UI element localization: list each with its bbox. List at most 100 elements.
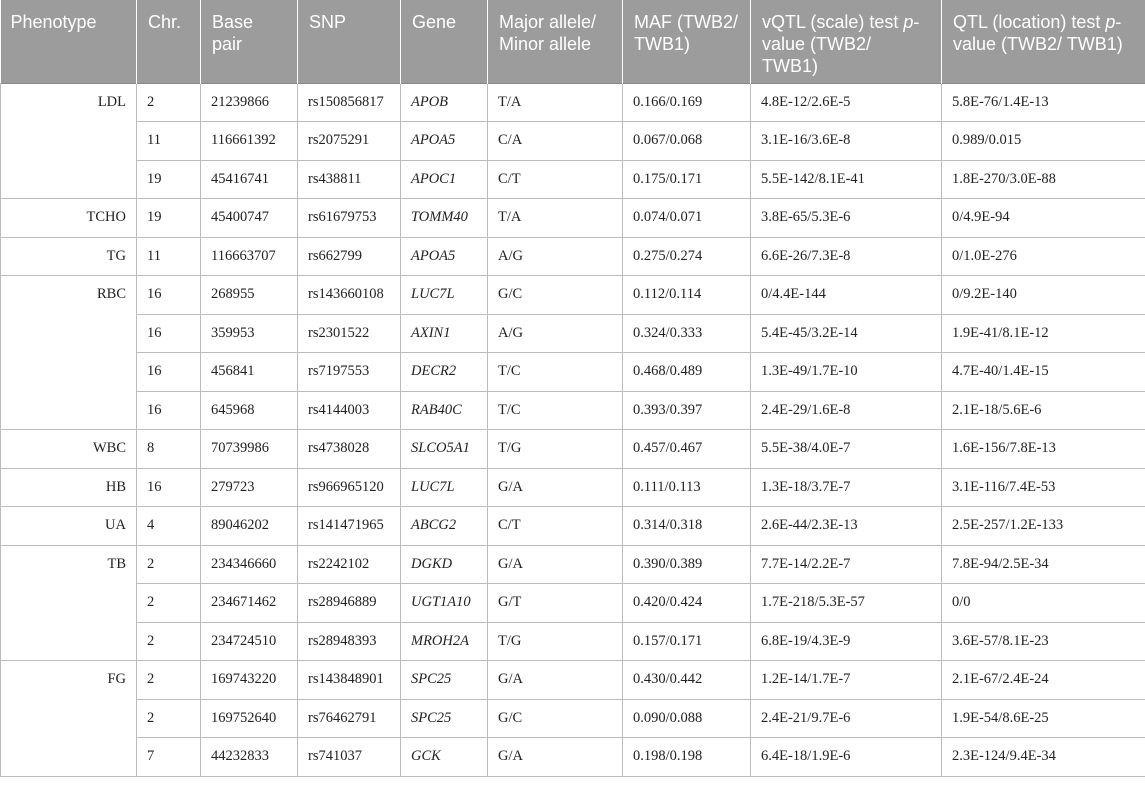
base-pair-cell: 456841 [200, 352, 298, 392]
qtl-pvalue-cell: 1.8E-270/3.0E-88 [941, 160, 1145, 199]
snp-cell: rs662799 [297, 236, 401, 276]
alleles-cell: G/C [487, 275, 623, 315]
snp-cell: rs76462791 [297, 699, 401, 738]
gene-cell: GCK [400, 737, 488, 777]
header-row: Phenotype Chr. Base pair SNP Gene Major … [0, 0, 1145, 83]
maf-cell: 0.390/0.389 [622, 544, 751, 584]
snp-cell: rs28946889 [297, 583, 401, 623]
table-row: 16 456841 rs7197553 DECR2 T/C 0.468/0.489 1.3E… [1, 352, 1145, 392]
qtl-pvalue-cell: 0/0 [941, 583, 1145, 623]
maf-cell: 0.111/0.113 [622, 467, 751, 507]
base-pair-cell: 645968 [200, 391, 298, 430]
qtl-pvalue-cell: 3.6E-57/8.1E-23 [941, 622, 1145, 661]
maf-cell: 0.198/0.198 [622, 737, 751, 777]
snp-cell: rs150856817 [297, 82, 401, 122]
vqtl-pvalue-cell: 6.8E-19/4.3E-9 [750, 622, 942, 661]
vqtl-pvalue-cell: 2.6E-44/2.3E-13 [750, 506, 942, 546]
vqtl-pvalue-cell: 1.2E-14/1.7E-7 [750, 660, 942, 700]
maf-cell: 0.067/0.068 [622, 121, 751, 161]
alleles-cell: G/A [487, 467, 623, 507]
phenotype-cell: RBC [0, 275, 137, 430]
gene-cell: SPC25 [400, 660, 488, 700]
chr-cell: 16 [136, 352, 201, 392]
base-pair-cell: 234724510 [200, 622, 298, 661]
header-vqtl-post: -value (TWB2/ TWB1) [762, 12, 920, 76]
alleles-cell: C/T [487, 160, 623, 199]
base-pair-cell: 44232833 [200, 737, 298, 777]
snp-cell: rs141471965 [297, 506, 401, 546]
gene-cell: AXIN1 [400, 314, 488, 353]
base-pair-cell: 45416741 [200, 160, 298, 199]
table-row: 11 116661392 rs2075291 APOA5 C/A 0.067/0.068 3… [1, 121, 1145, 161]
qtl-pvalue-cell: 0/4.9E-94 [941, 198, 1145, 238]
maf-cell: 0.457/0.467 [622, 429, 751, 469]
header-vqtl: vQTL (scale) test p-value (TWB2/ TWB1) [750, 0, 942, 83]
qtl-pvalue-cell: 0/1.0E-276 [941, 236, 1145, 276]
maf-cell: 0.430/0.442 [622, 660, 751, 700]
base-pair-cell: 234346660 [200, 544, 298, 584]
snp-cell: rs61679753 [297, 198, 401, 238]
vqtl-pvalue-cell: 7.7E-14/2.2E-7 [750, 544, 942, 584]
table-row: 2 234724510 rs28948393 MROH2A T/G 0.157/0.171… [1, 622, 1145, 661]
header-maf: MAF (TWB2/ TWB1) [622, 0, 751, 83]
maf-cell: 0.324/0.333 [622, 314, 751, 353]
alleles-cell: C/A [487, 121, 623, 161]
maf-cell: 0.090/0.088 [622, 699, 751, 738]
header-vqtl-p: p [903, 12, 914, 32]
maf-cell: 0.074/0.071 [622, 198, 751, 238]
qtl-pvalue-cell: 2.3E-124/9.4E-34 [941, 737, 1145, 777]
phenotype-cell: HB [0, 467, 137, 507]
alleles-cell: G/C [487, 699, 623, 738]
table-row: 16 359953 rs2301522 AXIN1 A/G 0.324/0.333 5.4E… [1, 314, 1145, 353]
alleles-cell: C/T [487, 506, 623, 546]
table-row: TCHO 19 45400747 rs61679753 TOMM40 T/A 0.074/0… [0, 198, 1145, 238]
chr-cell: 16 [136, 467, 201, 507]
header-qtl-p: p [1105, 12, 1116, 32]
snp-cell: rs741037 [297, 737, 401, 777]
header-alleles: Major allele/ Minor allele [487, 0, 623, 83]
header-chr: Chr. [136, 0, 201, 83]
gene-cell: ABCG2 [400, 506, 488, 546]
alleles-cell: T/C [487, 352, 623, 392]
snp-cell: rs28948393 [297, 622, 401, 661]
maf-cell: 0.175/0.171 [622, 160, 751, 199]
qtl-pvalue-cell: 5.8E-76/1.4E-13 [941, 82, 1145, 122]
maf-cell: 0.314/0.318 [622, 506, 751, 546]
vqtl-pvalue-cell: 1.3E-18/3.7E-7 [750, 467, 942, 507]
qtl-pvalue-cell: 2.5E-257/1.2E-133 [941, 506, 1145, 546]
vqtl-pvalue-cell: 6.6E-26/7.3E-8 [750, 236, 942, 276]
chr-cell: 19 [136, 160, 201, 199]
snp-cell: rs2075291 [297, 121, 401, 161]
alleles-cell: G/A [487, 660, 623, 700]
phenotype-cell: UA [0, 506, 137, 546]
qtl-pvalue-cell: 2.1E-18/5.6E-6 [941, 391, 1145, 430]
alleles-cell: A/G [487, 314, 623, 353]
table-row: 16 645968 rs4144003 RAB40C T/C 0.393/0.397 2.4… [1, 391, 1145, 430]
gene-cell: DECR2 [400, 352, 488, 392]
chr-cell: 4 [136, 506, 201, 546]
chr-cell: 2 [136, 583, 201, 623]
maf-cell: 0.166/0.169 [622, 82, 751, 122]
snp-cell: rs438811 [297, 160, 401, 199]
base-pair-cell: 45400747 [200, 198, 298, 238]
header-snp: SNP [297, 0, 401, 83]
vqtl-pvalue-cell: 1.7E-218/5.3E-57 [750, 583, 942, 623]
snp-cell: rs4144003 [297, 391, 401, 430]
gene-cell: RAB40C [400, 391, 488, 430]
vqtl-pvalue-cell: 1.3E-49/1.7E-10 [750, 352, 942, 392]
qtl-pvalue-cell: 0/9.2E-140 [941, 275, 1145, 315]
header-qtl-post: -value (TWB2/ TWB1) [953, 12, 1123, 54]
header-qtl-pre: QTL (location) test [953, 12, 1106, 32]
gene-cell: SLCO5A1 [400, 429, 488, 469]
base-pair-cell: 70739986 [200, 429, 298, 469]
table-row: WBC 8 70739986 rs4738028 SLCO5A1 T/G 0.457/0.4… [0, 429, 1145, 469]
phenotype-cell: TB [0, 544, 137, 661]
table-row: HB 16 279723 rs966965120 LUC7L G/A 0.111/0.113… [0, 467, 1145, 507]
phenotype-cell: TCHO [0, 198, 137, 238]
header-qtl: QTL (location) test p-value (TWB2/ TWB1) [941, 0, 1145, 83]
table-body: LDL 2 21239866 rs150856817 APOB T/A 0.166/0.16… [0, 82, 1145, 777]
gene-cell: DGKD [400, 544, 488, 584]
gene-cell: SPC25 [400, 699, 488, 738]
vqtl-pvalue-cell: 6.4E-18/1.9E-6 [750, 737, 942, 777]
